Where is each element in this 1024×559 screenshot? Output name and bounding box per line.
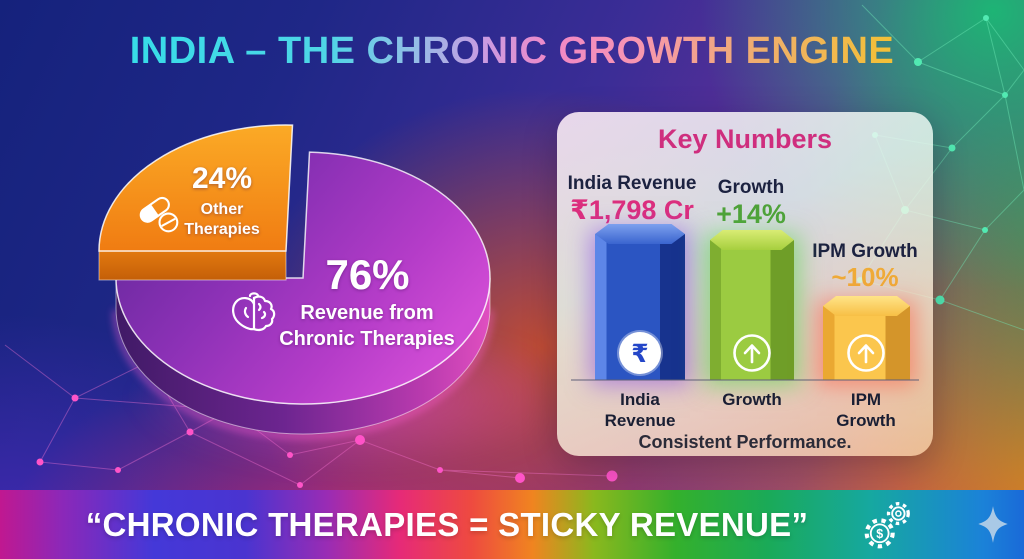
page-title: INDIA – THE CHRONIC GROWTH ENGINE: [0, 30, 1024, 73]
bottom-banner: “CHRONIC THERAPIES = STICKY REVENUE” $: [0, 490, 1024, 559]
pie-label-other-text: Other Therapies: [184, 201, 260, 238]
panel-title: Key Numbers: [657, 124, 833, 154]
stat-growth: Growth +14%: [716, 177, 786, 229]
key-numbers-panel: Key Numbers India Revenue ₹1,798 Cr Grow…: [557, 112, 933, 456]
banner-quote: “CHRONIC THERAPIES = STICKY REVENUE”: [85, 505, 809, 543]
pie-slice-chronic: [115, 151, 491, 405]
up-arrow-icon: [845, 332, 887, 374]
svg-text:$: $: [876, 527, 883, 541]
pie-label-chronic-pct: 76%: [325, 251, 410, 298]
pills-icon: [136, 190, 182, 241]
bar-label-ipm-growth: IPM Growth: [836, 390, 896, 431]
rupee-coin-icon: ₹: [619, 332, 661, 374]
pie-rim-glow: [113, 309, 493, 439]
up-arrow-icon: [731, 332, 773, 374]
pie-label-chronic-text: Revenue from Chronic Therapies: [279, 302, 455, 350]
stat-ipm-growth: IPM Growth ~10%: [812, 241, 918, 292]
stat-india-revenue: India Revenue ₹1,798 Cr: [567, 173, 697, 225]
bar-chart-baseline: [571, 379, 919, 381]
pie-label-other-pct: 24%: [191, 162, 253, 195]
heart-brain-icon: [226, 284, 282, 345]
sparkle-icon: [975, 504, 1011, 551]
pie-slice-other-side: [98, 250, 287, 281]
bar-label-growth: Growth: [722, 390, 782, 409]
footnote: Consistent Performance.: [638, 432, 852, 452]
gears-dollar-icon: $: [862, 498, 914, 557]
bar-label-india-revenue: India Revenue: [604, 390, 676, 431]
